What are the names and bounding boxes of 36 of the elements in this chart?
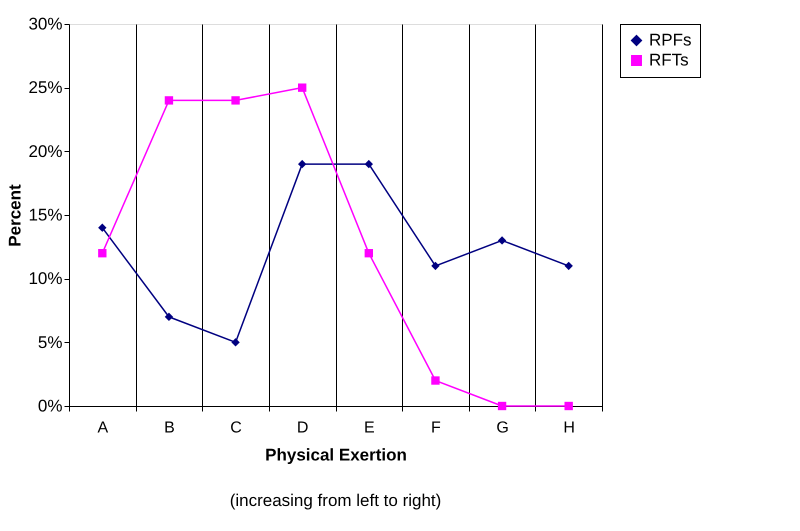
x-tick-label: A bbox=[97, 420, 108, 436]
x-tick-label: C bbox=[230, 420, 242, 436]
y-tick-label: 25% bbox=[28, 78, 62, 98]
point bbox=[498, 236, 506, 245]
y-tick-label: 15% bbox=[28, 206, 62, 224]
point bbox=[564, 402, 573, 410]
point bbox=[231, 338, 240, 347]
point bbox=[431, 376, 440, 385]
point bbox=[164, 312, 174, 322]
y-tick-label: 5% bbox=[38, 332, 62, 352]
legend-label: RFTs bbox=[649, 50, 689, 70]
x-tick-label: F bbox=[431, 420, 442, 436]
point bbox=[364, 160, 373, 168]
y-axis-title: Percent bbox=[5, 184, 24, 247]
point bbox=[231, 96, 240, 105]
x-axis-title: Physical Exertion bbox=[265, 446, 407, 464]
x-tick-label: E bbox=[364, 420, 375, 436]
point bbox=[498, 402, 506, 410]
x-tick-label: H bbox=[563, 420, 575, 436]
point bbox=[164, 96, 174, 105]
point bbox=[98, 224, 106, 232]
point bbox=[298, 83, 306, 92]
y-tick-label: 10% bbox=[28, 269, 62, 288]
x-tick-label: D bbox=[296, 420, 308, 436]
text: (increasing from left to right) bbox=[230, 491, 442, 510]
x-tick-label: G bbox=[496, 420, 509, 436]
x-tick-label: B bbox=[164, 420, 175, 436]
y-tick-label: 20% bbox=[28, 142, 62, 161]
point bbox=[364, 249, 373, 258]
point bbox=[431, 262, 440, 270]
y-tick-label: 30% bbox=[28, 14, 62, 34]
point bbox=[98, 249, 106, 258]
point bbox=[298, 160, 306, 168]
y-tick-label: 0% bbox=[38, 396, 62, 416]
point bbox=[564, 262, 573, 270]
legend-label: RPFs bbox=[649, 30, 692, 50]
